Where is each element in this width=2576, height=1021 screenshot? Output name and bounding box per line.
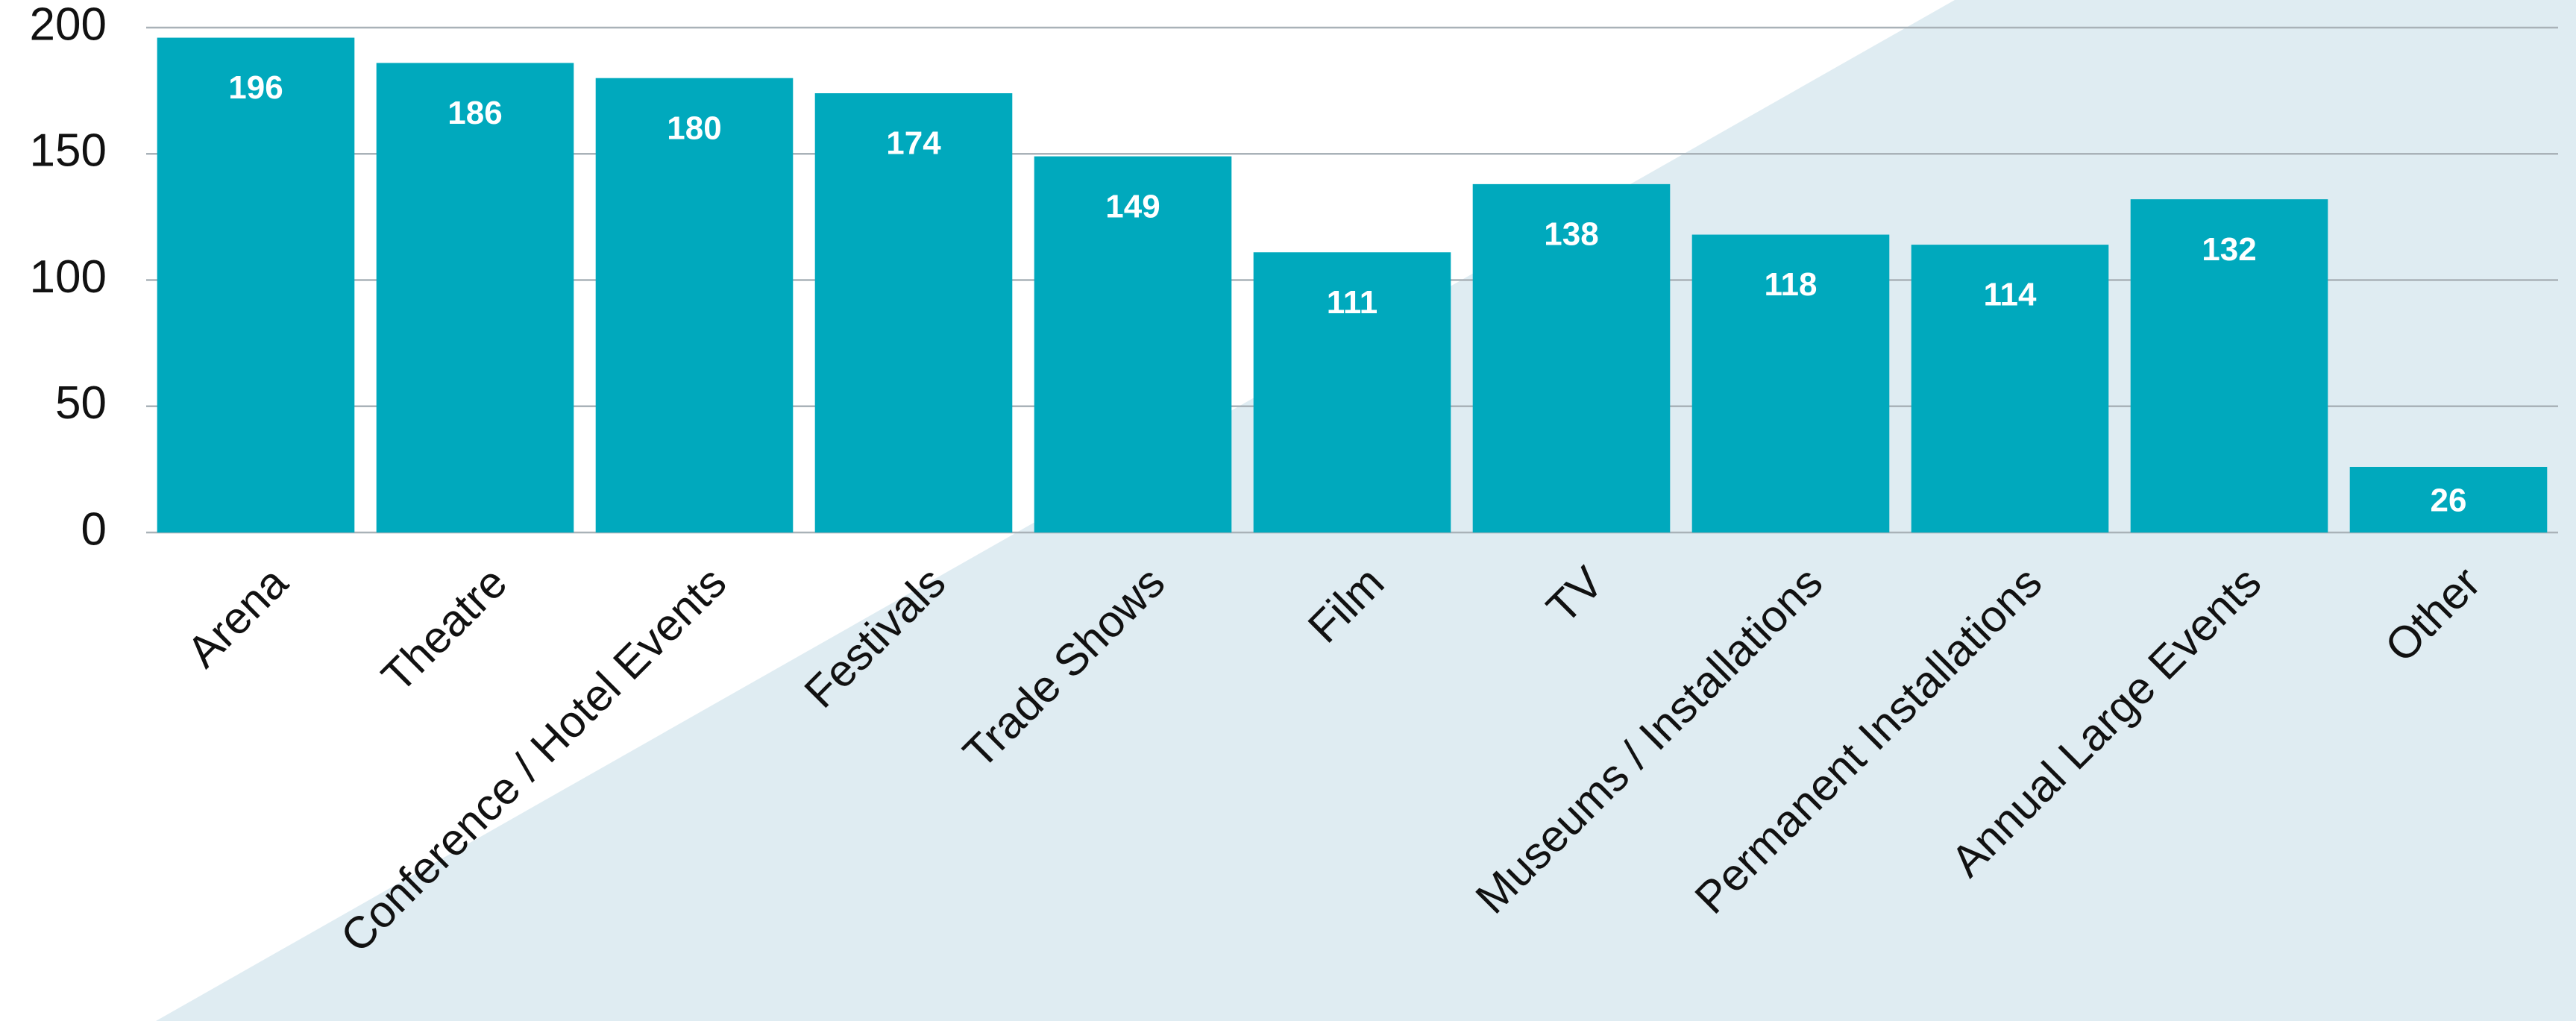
y-tick-label: 0 xyxy=(81,503,107,555)
value-label: 149 xyxy=(1105,188,1160,224)
value-label: 180 xyxy=(667,110,721,146)
bar xyxy=(2349,466,2548,533)
value-label: 118 xyxy=(1765,266,1818,303)
value-label: 138 xyxy=(1544,216,1598,252)
value-label: 174 xyxy=(886,125,941,162)
value-label: 114 xyxy=(1984,277,2038,313)
bar xyxy=(1034,156,1232,533)
x-tick-label: Arena xyxy=(178,557,298,677)
value-label: 186 xyxy=(447,95,502,131)
x-tick-label: Theatre xyxy=(372,557,517,702)
value-label: 26 xyxy=(2431,483,2467,519)
y-tick-label: 100 xyxy=(30,251,107,303)
bar xyxy=(1253,252,1451,533)
y-tick-label: 50 xyxy=(55,377,107,429)
bar xyxy=(1472,183,1671,533)
y-tick-label: 150 xyxy=(30,125,107,177)
y-tick-label: 200 xyxy=(30,0,107,50)
bar xyxy=(1691,234,1890,533)
bar xyxy=(376,63,574,533)
bar xyxy=(814,93,1013,533)
bar xyxy=(2130,199,2328,533)
bar xyxy=(1911,245,2109,533)
value-label: 132 xyxy=(2202,231,2256,268)
value-label: 196 xyxy=(228,69,283,106)
bar xyxy=(157,37,355,533)
value-label: 111 xyxy=(1327,284,1378,321)
bar xyxy=(595,78,794,533)
